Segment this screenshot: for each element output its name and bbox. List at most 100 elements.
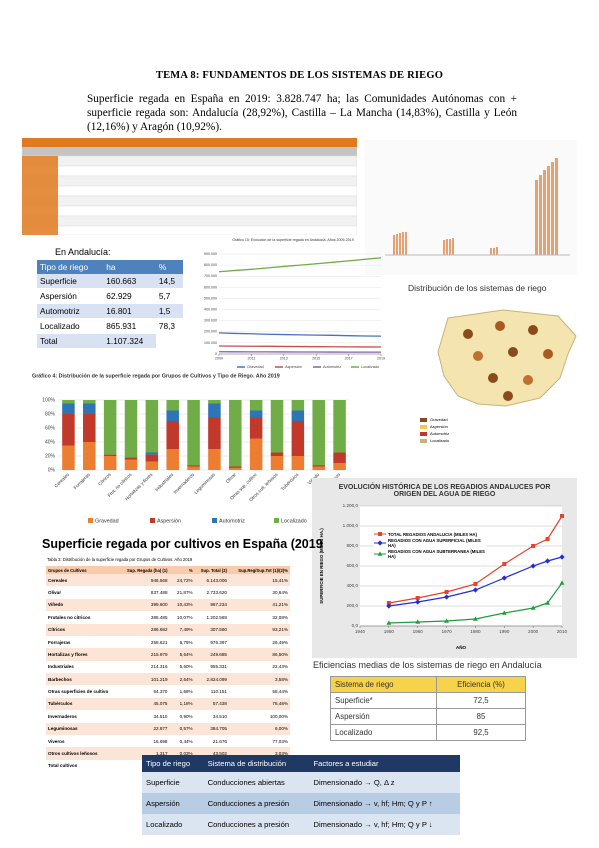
x-tick-label: 2019 (377, 357, 385, 361)
surface-subtitle: Tabla 3: Distribución de la superficie r… (47, 557, 193, 562)
column-header: ha (103, 260, 156, 274)
y-tick-label: 60% (45, 425, 56, 431)
legend-label: Aspersión (430, 424, 448, 429)
table-cell: 1,5 (155, 303, 183, 319)
legend-swatch (374, 540, 386, 546)
point (415, 599, 421, 605)
table-cell: 215.979 (118, 648, 170, 661)
table-cell: Automotriz (37, 303, 104, 319)
point (377, 551, 383, 556)
point (415, 596, 420, 600)
y-tick-label: 80% (45, 411, 56, 417)
y-tick-label: 1.200,0 (343, 503, 359, 508)
table-cell: Cereales (46, 574, 119, 587)
point (531, 544, 536, 548)
column-header: Eficiencia (%) (436, 676, 526, 693)
table-row: Localizado 92,5 (330, 724, 526, 741)
efficiency-title: Eficiencias medias de los sistemas de ri… (313, 660, 542, 670)
x-tick-label: 1940 (355, 629, 366, 634)
table-cell: Aspersión (142, 793, 204, 814)
bar-segment (145, 452, 159, 455)
table-cell: Tubérculos (46, 697, 119, 711)
y-tick-label: 700.000 (204, 274, 217, 278)
table-row: Otros cultivos leñosos 1.317 0,03% 43.502 3,… (46, 747, 290, 760)
point (501, 575, 507, 581)
table-cell: 78,3 (155, 318, 183, 334)
table-cell: Hortalizas y flores (46, 648, 119, 661)
table-cell: 30,64% (272, 590, 288, 596)
legend-label: Automotriz (219, 518, 245, 524)
column-header: Tipo de riego (142, 755, 204, 772)
legend-label: REGADIOS CON AGUA SUPERFICIAL (MILES HA) (388, 538, 481, 548)
y-tick-label: 100% (42, 397, 55, 403)
table-cell: 24,72% (169, 574, 195, 587)
bar-segment (291, 456, 305, 470)
bar-segment (291, 410, 305, 421)
table-cell: 976.397 (210, 639, 227, 645)
table-cell: Barbechos (46, 673, 119, 686)
bar-segment (83, 414, 96, 442)
y-tick-label: 0,0 (352, 623, 359, 628)
point (544, 558, 551, 564)
y-tick-label: 300.000 (204, 319, 217, 323)
bar-segment (312, 466, 325, 470)
bar-segment (103, 456, 117, 470)
table-cell: 3,58% (228, 673, 290, 686)
andalucia-line-chart: Gráfico 15: Evolución de la superficie r… (204, 238, 385, 369)
y-tick-label: 400.000 (204, 308, 217, 312)
table-cell: 0,57% (169, 722, 195, 735)
table-cell: 10,07% (177, 614, 193, 620)
table-cell: 41,21% (228, 598, 290, 612)
y-tick-label: 900.000 (204, 252, 217, 256)
table-cell: 72,5 (436, 692, 526, 709)
table-row: Leguminosas 22.877 0,57% 384.705 6,00% (46, 722, 290, 735)
table-header (22, 138, 357, 147)
point (530, 605, 536, 610)
crops-stacked-chart: Gráfico 4: Distribución de la superficie… (32, 373, 350, 524)
legend-label: Localizado (281, 518, 307, 524)
map-pies (463, 321, 553, 401)
legend-label: Aspersión (157, 518, 181, 524)
table-row: Superficie 160.663 14,5 (37, 274, 183, 289)
x-tick-label: Olivar (225, 472, 237, 484)
surface-table: Grupos de Cultivos Sup. Regada (ha) (1)% S… (46, 566, 290, 772)
table-cell: 101.219 (118, 673, 170, 686)
table-cell: 946.568 (118, 574, 170, 587)
bar-segment (312, 465, 325, 467)
table-cell: 865.931 (103, 318, 156, 334)
bar-segment (124, 457, 138, 460)
x-tick-label: 1990 (499, 629, 510, 634)
x-tick-label: 2009 (215, 357, 223, 361)
table-cell: Viveros (48, 738, 65, 744)
table-cell: Aspersión (330, 708, 437, 725)
table-head: Tipo de riego ha% (37, 260, 183, 274)
x-tick-label: 1950 (384, 629, 395, 634)
legend: TOTAL REGADIOS ANDALUCIA (MILES HA) REGAD… (374, 530, 486, 560)
x-tick-label: 1980 (470, 629, 481, 634)
bar-segment (333, 400, 346, 453)
table-cell: 93,21% (228, 623, 290, 636)
bar-segment (249, 410, 263, 418)
point (444, 618, 449, 623)
table-cell: 1.107.324 (103, 333, 156, 349)
point (502, 562, 507, 566)
table-cell: 385.485 (150, 614, 168, 620)
chart-title: EVOLUCIÓN HISTÓRICA DE LOS REGADIOS ANDA… (338, 484, 551, 498)
table-row: Total 1.107.324 (37, 333, 183, 349)
table-row: Superficie* 72,5 (330, 692, 526, 709)
series-line (218, 332, 382, 337)
x-tick-label: 2011 (248, 357, 256, 361)
header-row: Tipo de riego Sistema de distribución Fact… (142, 755, 460, 772)
table-cell: Localizado (330, 724, 437, 741)
point (473, 582, 478, 586)
table-row: Localizado 865.931 78,3 (37, 318, 183, 334)
bar-segment (62, 445, 75, 470)
series-line (388, 515, 563, 604)
y-tick-label: 600,0 (347, 563, 359, 568)
column-header: Grupos de Cultivos (46, 566, 119, 574)
point (545, 537, 550, 541)
bar-segment (333, 463, 346, 470)
table-cell: 955.331 (210, 664, 227, 670)
column-header: Tipo de riego (37, 260, 104, 274)
column-header: Factores a estudiar (309, 755, 460, 772)
